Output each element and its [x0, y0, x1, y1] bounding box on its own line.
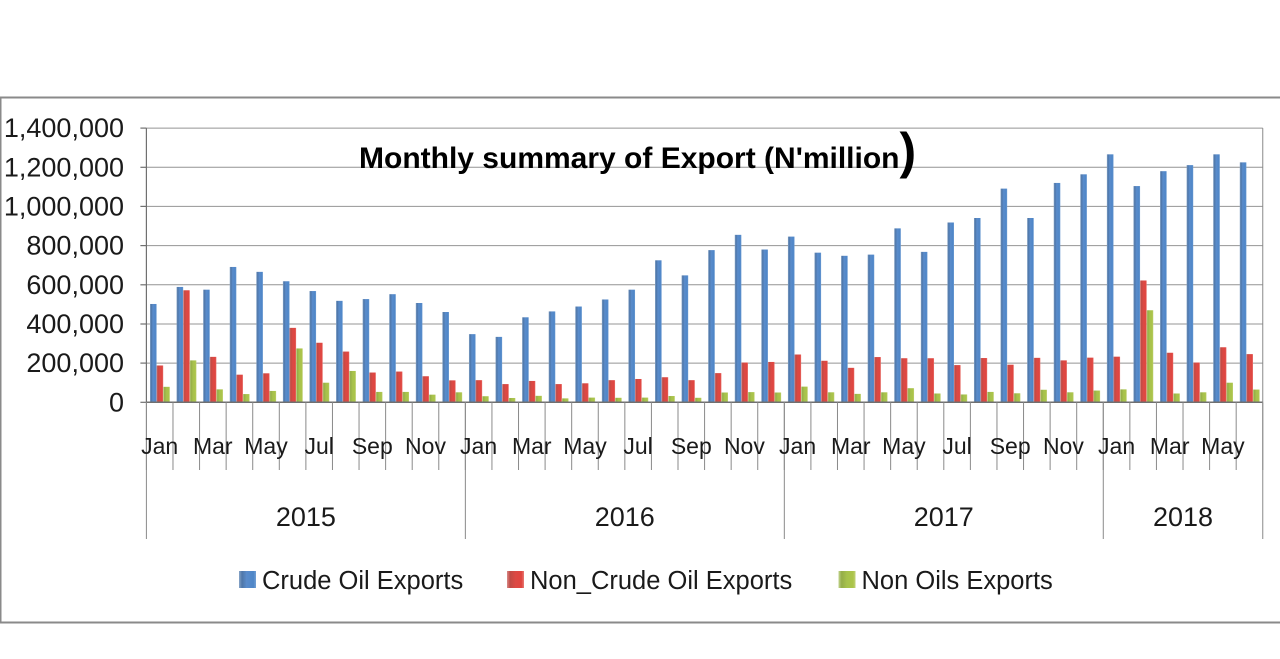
svg-text:May: May: [1201, 433, 1245, 459]
svg-text:2018: 2018: [1153, 502, 1213, 532]
svg-text:0: 0: [109, 387, 124, 417]
svg-text:Nov: Nov: [405, 433, 446, 459]
svg-text:Nov: Nov: [1043, 433, 1084, 459]
svg-text:800,000: 800,000: [26, 231, 124, 261]
svg-text:Mar: Mar: [512, 433, 552, 459]
svg-text:200,000: 200,000: [26, 348, 124, 378]
svg-text:May: May: [244, 433, 288, 459]
svg-text:Jan: Jan: [1098, 433, 1135, 459]
svg-text:1,000,000: 1,000,000: [4, 191, 124, 221]
svg-text:2015: 2015: [276, 502, 336, 532]
svg-text:Jul: Jul: [623, 433, 652, 459]
svg-text:Jan: Jan: [460, 433, 497, 459]
svg-text:Jul: Jul: [304, 433, 333, 459]
svg-text:Mar: Mar: [831, 433, 871, 459]
svg-text:Jan: Jan: [141, 433, 178, 459]
svg-text:May: May: [563, 433, 607, 459]
svg-text:2016: 2016: [595, 502, 655, 532]
svg-text:Non_Crude Oil Exports: Non_Crude Oil Exports: [530, 567, 792, 595]
svg-text:Mar: Mar: [1150, 433, 1190, 459]
svg-text:Crude Oil Exports: Crude Oil Exports: [262, 567, 463, 595]
svg-text:Sep: Sep: [671, 433, 712, 459]
svg-text:600,000: 600,000: [26, 270, 124, 300]
svg-text:400,000: 400,000: [26, 309, 124, 339]
svg-text:Non Oils Exports: Non Oils Exports: [862, 567, 1053, 595]
svg-text:Jan: Jan: [779, 433, 816, 459]
svg-text:Nov: Nov: [724, 433, 765, 459]
svg-text:Mar: Mar: [193, 433, 233, 459]
svg-text:2017: 2017: [914, 502, 974, 532]
svg-text:1,200,000: 1,200,000: [4, 152, 124, 182]
svg-text:Sep: Sep: [990, 433, 1031, 459]
svg-text:Sep: Sep: [352, 433, 393, 459]
svg-text:1,400,000: 1,400,000: [4, 113, 124, 143]
svg-text:May: May: [882, 433, 926, 459]
svg-text:Jul: Jul: [942, 433, 971, 459]
